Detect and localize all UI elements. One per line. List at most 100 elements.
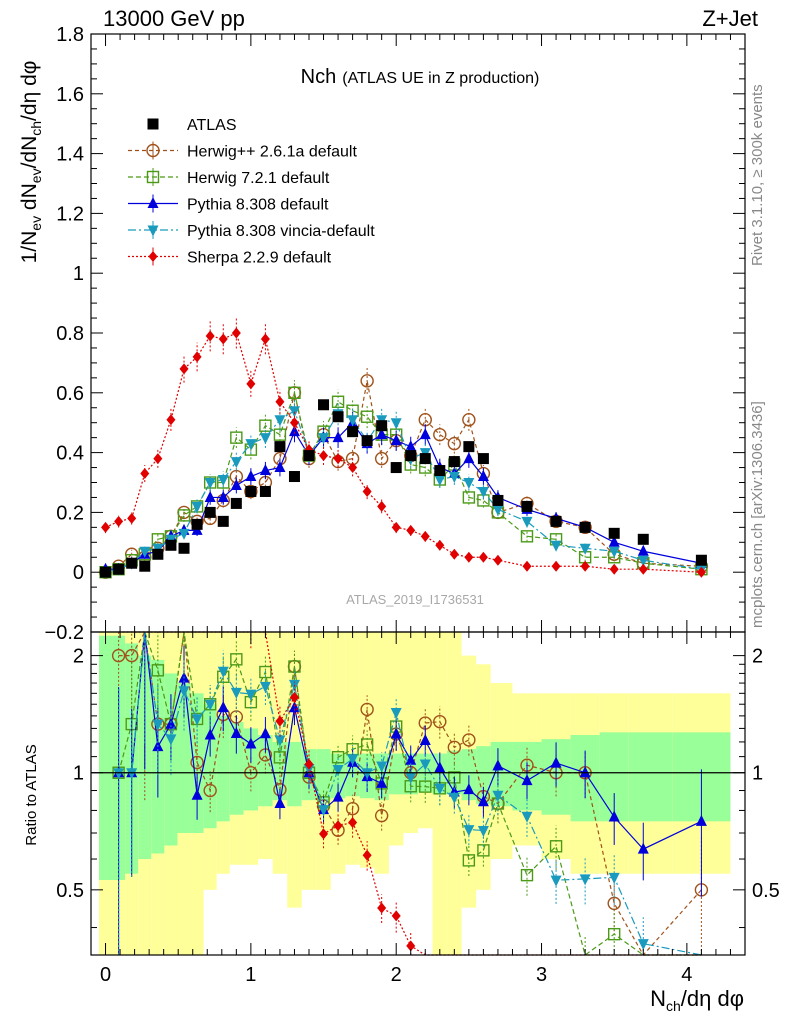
x-tick-label: 3 xyxy=(536,964,547,986)
ratio-point-pythia-8-308-vincia-default xyxy=(347,754,359,766)
ratio-point-pythia-8-308-default xyxy=(217,701,229,713)
point-atlas xyxy=(152,548,164,560)
point-atlas xyxy=(463,441,475,453)
point-atlas xyxy=(448,456,460,468)
ratio-point-pythia-8-308-vincia-default xyxy=(477,825,489,837)
point-atlas xyxy=(332,411,344,423)
x-tick-label: 1 xyxy=(245,964,256,986)
ratio-point-pythia-8-308-default xyxy=(274,797,286,809)
ratio-tick-label-right: 0.5 xyxy=(752,880,780,902)
point-pythia-8-308-default xyxy=(463,452,475,464)
ratio-band-green xyxy=(98,635,113,880)
point-pythia-8-308-vincia-default xyxy=(204,478,216,489)
ratio-point-sherpa-2-2-9-default xyxy=(406,940,416,952)
ratio-point-pythia-8-308-vincia-default xyxy=(419,759,431,771)
point-sherpa-2-2-9-default xyxy=(696,566,706,578)
y-tick-label: −0.2 xyxy=(45,622,84,644)
ratio-point-pythia-8-308-vincia-default xyxy=(405,772,417,784)
main-plot-series xyxy=(98,317,709,579)
ratio-band-green xyxy=(177,683,191,833)
ratio-point-sherpa-2-2-9-default xyxy=(289,691,299,703)
legend-label-pythia-8-308-default: Pythia 8.308 default xyxy=(187,197,329,214)
ratio-point-pythia-8-308-default xyxy=(550,756,562,768)
ratio-point-pythia-8-308-default xyxy=(405,753,417,765)
point-atlas xyxy=(217,515,229,527)
ratio-point-herwig-7-2-1-default xyxy=(608,927,621,941)
point-pythia-8-308-default xyxy=(204,490,216,502)
ratio-point-herwig-7-2-1-default xyxy=(462,854,476,867)
ratio-point-pythia-8-308-vincia-default xyxy=(608,872,620,884)
point-sherpa-2-2-9-default xyxy=(231,327,241,339)
ratio-point-herwig-2-6-1a-default xyxy=(203,783,217,798)
ratio-point-pythia-8-308-default xyxy=(245,737,257,749)
point-atlas xyxy=(126,557,138,569)
point-sherpa-2-2-9-default xyxy=(348,462,358,474)
ratio-point-pythia-8-308-vincia-default xyxy=(492,790,504,802)
ratio-point-pythia-8-308-vincia-default xyxy=(448,792,460,804)
point-atlas xyxy=(608,527,620,539)
point-atlas xyxy=(100,566,112,578)
ratio-point-sherpa-2-2-9-default xyxy=(275,715,285,727)
point-pythia-8-308-vincia-default xyxy=(178,528,190,540)
process-label: Z+Jet xyxy=(702,6,758,31)
ratio-band-green xyxy=(628,732,673,822)
point-atlas xyxy=(347,426,359,438)
ratio-band-green xyxy=(388,753,404,795)
point-sherpa-2-2-9-default xyxy=(464,551,474,563)
ratio-point-herwig-2-6-1a-default xyxy=(190,755,204,770)
point-pythia-8-308-vincia-default xyxy=(230,457,242,469)
y-tick-label: 1.6 xyxy=(56,84,84,106)
point-pythia-8-308-vincia-default xyxy=(191,501,203,513)
point-atlas xyxy=(230,497,242,509)
legend: ATLAS Herwig++ 2.6.1a default Herwig 7.2.1… xyxy=(128,117,375,267)
point-atlas xyxy=(361,435,373,447)
ratio-point-herwig-7-2-1-default xyxy=(273,751,287,764)
ratio-point-pythia-8-308-vincia-default xyxy=(152,719,164,731)
ratio-point-pythia-8-308-default xyxy=(477,795,489,807)
legend-marker-herwig-7-2-1-default xyxy=(146,170,160,184)
ratio-point-pythia-8-308-vincia-default xyxy=(191,714,203,726)
ratio-band-green xyxy=(476,746,491,805)
ratio-band-green xyxy=(216,715,230,822)
point-pythia-8-308-vincia-default xyxy=(448,472,460,484)
point-pythia-8-308-default xyxy=(288,425,300,437)
ratio-uncertainty-bands xyxy=(98,632,731,955)
point-pythia-8-308-vincia-default xyxy=(550,540,562,552)
chart-title-sub: (ATLAS UE in Z production) xyxy=(342,70,539,87)
point-atlas xyxy=(245,485,257,497)
legend-label-atlas: ATLAS xyxy=(187,117,237,134)
ratio-tick-label-right: 1 xyxy=(752,763,763,785)
ratio-point-sherpa-2-2-9-default xyxy=(319,828,329,840)
ratio-point-herwig-7-2-1-default xyxy=(230,653,243,666)
ratio-point-herwig-2-6-1a-default xyxy=(111,648,126,663)
y-tick-label: 0 xyxy=(73,562,84,584)
point-pythia-8-308-vincia-default xyxy=(637,555,649,567)
point-atlas xyxy=(376,420,388,432)
point-pythia-8-308-vincia-default xyxy=(477,486,489,498)
ratio-point-pythia-8-308-vincia-default xyxy=(217,666,229,678)
point-pythia-8-308-vincia-default xyxy=(521,516,533,528)
ratio-point-pythia-8-308-default xyxy=(204,728,216,740)
ratio-point-herwig-2-6-1a-default xyxy=(462,733,476,747)
point-pythia-8-308-default xyxy=(217,490,229,502)
ratio-point-sherpa-2-2-9-default xyxy=(362,849,372,861)
ratio-point-pythia-8-308-vincia-default xyxy=(178,686,190,698)
ratio-point-herwig-2-6-1a-default xyxy=(433,714,447,729)
analysis-id-label: ATLAS_2019_I1736531 xyxy=(346,592,484,607)
point-atlas xyxy=(288,471,300,483)
ratio-tick-label-left: 2 xyxy=(73,646,84,668)
point-pythia-8-308-vincia-default xyxy=(492,504,504,516)
point-atlas xyxy=(550,515,562,527)
point-pythia-8-308-default xyxy=(419,428,431,440)
ratio-point-herwig-2-6-1a-default xyxy=(607,896,621,911)
point-pythia-8-308-default xyxy=(405,440,417,452)
point-sherpa-2-2-9-default xyxy=(192,351,202,363)
point-herwig-2-6-1a-default xyxy=(433,427,447,442)
point-herwig-2-6-1a-default xyxy=(374,451,389,466)
point-pythia-8-308-vincia-default xyxy=(245,439,257,451)
point-pythia-8-308-vincia-default xyxy=(463,478,475,489)
point-atlas xyxy=(419,453,431,465)
point-atlas xyxy=(405,450,417,462)
point-atlas xyxy=(390,462,402,474)
point-sherpa-2-2-9-default xyxy=(522,560,532,572)
